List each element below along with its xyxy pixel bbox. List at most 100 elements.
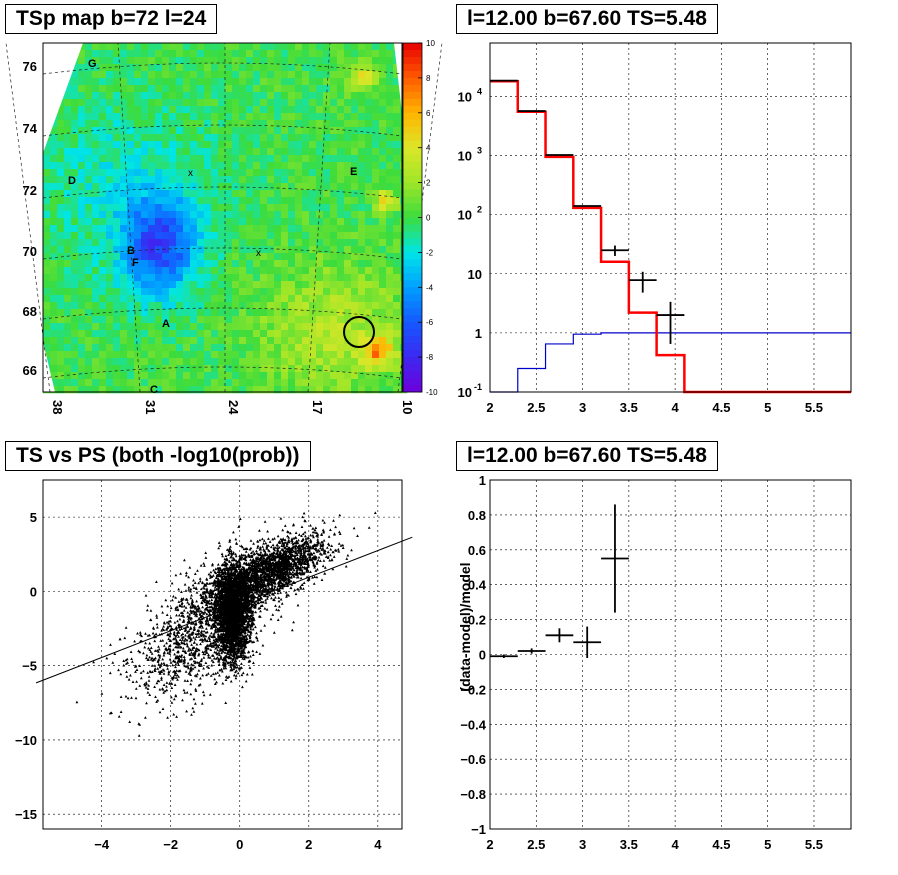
tsmap-cell [155, 218, 163, 226]
tsmap-cell [232, 372, 240, 380]
tsmap-cell [267, 50, 275, 58]
tsmap-cell [155, 225, 163, 233]
tsmap-cell [379, 358, 387, 366]
tsmap-cell [302, 302, 310, 310]
tsmap-cell [190, 78, 198, 86]
tsmap-cell [204, 260, 212, 268]
tsmap-cell [50, 351, 58, 359]
tsmap-cell [365, 141, 373, 149]
tsmap-cell [134, 365, 142, 373]
tsmap-cell [190, 71, 198, 79]
tsmap-cell [386, 218, 394, 226]
tsmap-cell [281, 218, 289, 226]
tsmap-cell [134, 295, 142, 303]
tsmap-cell [302, 50, 310, 58]
tsmap-cell [176, 267, 184, 275]
tsmap-cell [330, 92, 338, 100]
tsmap-cell [120, 358, 128, 366]
tsmap-cell [295, 127, 303, 135]
tsmap-cell [43, 274, 51, 282]
tsmap-cell [92, 344, 100, 352]
tsmap-cell [288, 106, 296, 114]
tsmap-cell [141, 78, 149, 86]
tsmap-cell [106, 302, 114, 310]
tsmap-cell [316, 344, 324, 352]
tsmap-cell [162, 260, 170, 268]
tsmap-cell [141, 155, 149, 163]
tsmap-cell [288, 148, 296, 156]
tsmap-cell [246, 372, 254, 380]
tsmap-cell [155, 127, 163, 135]
tsmap-cell [155, 379, 163, 387]
tsmap-cell [344, 134, 352, 142]
tsmap-cell [358, 197, 366, 205]
tsmap-cell [246, 225, 254, 233]
residual-y-tick-label: 0.8 [468, 508, 486, 523]
tsmap-cell [134, 372, 142, 380]
tsmap-cell [302, 260, 310, 268]
tsmap-cell [78, 274, 86, 282]
tsmap-cell [176, 323, 184, 331]
tsmap-cell [169, 309, 177, 317]
tsmap-cell [358, 57, 366, 65]
tsmap-cell [78, 113, 86, 121]
tsmap-cell [267, 43, 275, 51]
tsmap-cell [253, 365, 261, 373]
tsmap-cell [127, 344, 135, 352]
tsmap-cell [309, 372, 317, 380]
tsmap-cell [64, 169, 72, 177]
tsmap-cell [176, 113, 184, 121]
colorbar-segment [403, 371, 422, 379]
tsmap-cell [274, 365, 282, 373]
tsmap-cell [372, 386, 380, 394]
colorbar-segment [403, 70, 422, 79]
tsmap-cell [309, 148, 317, 156]
tsmap-cell [113, 372, 121, 380]
tsmap-cell [99, 288, 107, 296]
tsmap-cell [358, 113, 366, 121]
tsmap-cell [176, 351, 184, 359]
tsmap-cell [71, 134, 79, 142]
tsmap-cell [218, 92, 226, 100]
tsmap-cell [253, 344, 261, 352]
tsmap-cell [204, 365, 212, 373]
tsmap-cell [134, 253, 142, 261]
tsmap-cell [344, 330, 352, 338]
tsmap-cell [309, 106, 317, 114]
tsmap-cell [85, 43, 93, 51]
residual-y-tick-label: −0.8 [460, 787, 486, 802]
scatter-fit-line [35, 536, 413, 684]
tsmap-cell [274, 99, 282, 107]
tsmap-cell [85, 358, 93, 366]
tsmap-cell [99, 43, 107, 51]
tsmap-cell [281, 169, 289, 177]
tsmap-cell [225, 92, 233, 100]
tsmap-cell [57, 288, 65, 296]
tsmap-cell [183, 379, 191, 387]
tsmap-cell [288, 155, 296, 163]
tsmap-cell [337, 288, 345, 296]
tsmap-cell [295, 169, 303, 177]
tsmap-cell [85, 155, 93, 163]
tsmap-cell [232, 190, 240, 198]
tsmap-cell [372, 71, 380, 79]
tsmap-cell [71, 323, 79, 331]
tsmap-cell [204, 57, 212, 65]
tsmap-cell [218, 379, 226, 387]
tsmap-cell [274, 218, 282, 226]
tsmap-cell [197, 379, 205, 387]
tsmap-cell [232, 225, 240, 233]
tsmap-cell [197, 141, 205, 149]
tsmap-cell [106, 120, 114, 128]
tsmap-cell [267, 281, 275, 289]
tsmap-cell [162, 64, 170, 72]
tsmap-cell [288, 43, 296, 51]
tsmap-cell [106, 365, 114, 373]
tsmap-cell [218, 260, 226, 268]
tsmap-cell [386, 330, 394, 338]
tsmap-cell [274, 106, 282, 114]
tsmap-cell [71, 176, 79, 184]
tsmap-cell [330, 330, 338, 338]
tsmap-cell [120, 386, 128, 394]
tsmap-cell [92, 372, 100, 380]
